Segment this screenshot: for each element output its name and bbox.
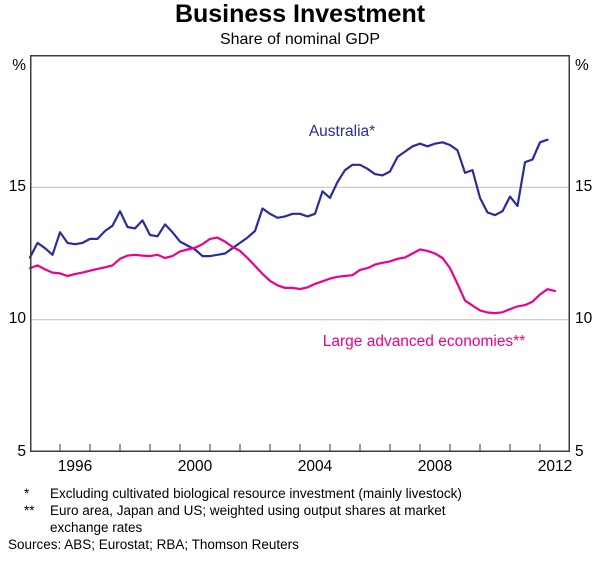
chart-title: Business Investment [174, 0, 426, 28]
footnote-2-marker: ** [24, 503, 35, 518]
x-axis-label-2008: 2008 [417, 458, 453, 475]
y-axis-tick-10-right: 10 [575, 310, 593, 327]
series-label-australia: Australia* [308, 123, 376, 140]
y-axis-unit-left: % [12, 57, 26, 74]
y-axis-tick-5-right: 5 [575, 443, 584, 460]
chart-subtitle: Share of nominal GDP [219, 31, 381, 48]
footnote-2-text: Euro area, Japan and US; weighted using … [50, 503, 446, 535]
y-axis-unit-right: % [575, 57, 589, 74]
x-axis-label-2000: 2000 [177, 458, 213, 475]
x-axis-label-2012: 2012 [537, 458, 573, 475]
footnote-1-text: Excluding cultivated biological resource… [50, 486, 462, 501]
footnote-1-marker: * [24, 486, 30, 501]
y-axis-tick-15-left: 15 [8, 178, 26, 195]
series-label-large-advanced-economies: Large advanced economies** [322, 333, 526, 350]
y-axis-tick-15-right: 15 [575, 178, 593, 195]
y-axis-tick-10-left: 10 [8, 310, 26, 327]
sources-line: Sources: ABS; Eurostat; RBA; Thomson Reu… [8, 537, 299, 552]
plot-area: Australia* Large advanced economies** [28, 55, 570, 452]
plot-svg [28, 55, 570, 452]
x-axis-label-1996: 1996 [57, 458, 93, 475]
y-axis-tick-5-left: 5 [17, 443, 26, 460]
x-axis-label-2004: 2004 [297, 458, 333, 475]
